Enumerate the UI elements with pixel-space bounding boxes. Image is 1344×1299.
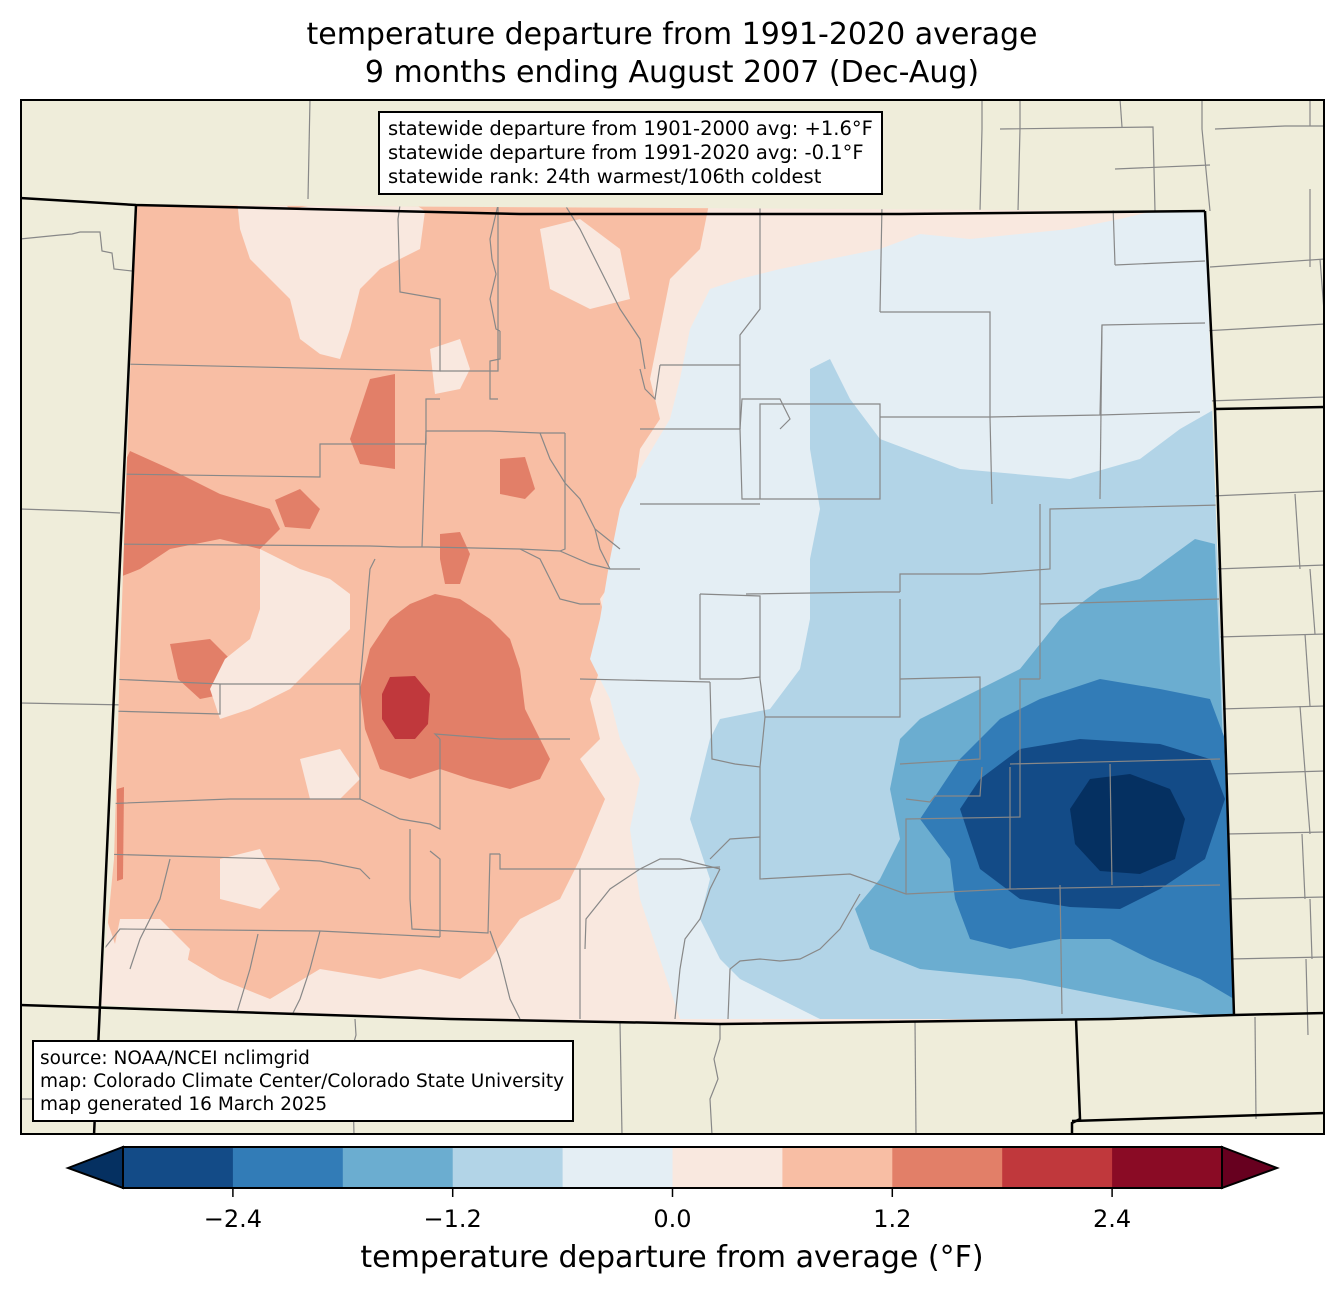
map-generated-line: map generated 16 March 2025	[40, 1094, 328, 1115]
contour-light-patch	[210, 549, 350, 719]
map-title-line2: 9 months ending August 2007 (Dec-Aug)	[364, 55, 980, 90]
contour-central-warm-hotspot	[115, 451, 280, 579]
colorbar-bin	[1002, 1147, 1113, 1188]
statewide-stats-box: statewide departure from 1901-2000 avg: …	[378, 111, 883, 195]
contour-southeast-core	[1070, 774, 1185, 874]
contour-central-warm-hotspot	[350, 374, 395, 469]
colorbar-tick-label: 2.4	[1093, 1205, 1132, 1233]
colorbar-bin	[892, 1147, 1003, 1188]
colorbar-under-arrow	[65, 1145, 124, 1190]
colorbar-label: temperature departure from average (°F)	[360, 1240, 984, 1275]
contour-central-warm-hotspot	[500, 457, 535, 499]
map-title-line1: temperature departure from 1991-2020 ave…	[306, 17, 1038, 52]
contour-central-warm-hotspot	[360, 594, 550, 789]
contour-light-patch	[110, 919, 190, 999]
stats-departure-1991-2020: statewide departure from 1991-2020 avg: …	[388, 141, 864, 164]
colorbar	[65, 1145, 1280, 1197]
colorbar-tick-label: 0.0	[653, 1205, 692, 1233]
colorbar-bin	[123, 1147, 234, 1188]
contour-regions	[100, 205, 1234, 1024]
contour-light-patch	[540, 219, 630, 309]
contour-light-patch	[220, 849, 280, 909]
contour-central-warm-hotspot	[117, 787, 124, 881]
colorbar-tick-label: −1.2	[423, 1205, 482, 1233]
contour-light-patch	[300, 749, 360, 799]
stats-departure-1901-2000: statewide departure from 1901-2000 avg: …	[388, 117, 873, 140]
colorbar-over-arrow	[1221, 1145, 1280, 1190]
map-panel: statewide departure from 1901-2000 avg: …	[20, 99, 1325, 1135]
map-credit-line: map: Colorado Climate Center/Colorado St…	[40, 1071, 565, 1092]
contour-central-warm-hotspot	[440, 532, 470, 584]
contour-central-hottest	[382, 676, 430, 739]
contour-east-cooler	[880, 519, 980, 649]
colorbar-bin	[452, 1147, 564, 1188]
colorbar-bin	[232, 1147, 344, 1188]
temperature-departure-map	[20, 99, 1325, 1135]
colorbar-bin	[562, 1147, 673, 1188]
contour-light-patch	[235, 205, 425, 359]
colorbar-bin	[1112, 1147, 1223, 1188]
stats-rank: statewide rank: 24th warmest/106th colde…	[388, 165, 822, 188]
source-line: source: NOAA/NCEI nclimgrid	[40, 1048, 310, 1069]
source-credits-box: source: NOAA/NCEI nclimgrid map: Colorad…	[32, 1040, 575, 1122]
colorbar-tick-label: 1.2	[873, 1205, 912, 1233]
colorbar-bin	[672, 1147, 783, 1188]
colorbar-bin	[782, 1147, 893, 1188]
colorbar-tick-label: −2.4	[203, 1205, 263, 1233]
map-frame	[20, 99, 1325, 1135]
colorbar-bin	[342, 1147, 454, 1188]
contour-central-warm-hotspot	[275, 489, 320, 529]
contour-west-warm	[260, 869, 350, 919]
